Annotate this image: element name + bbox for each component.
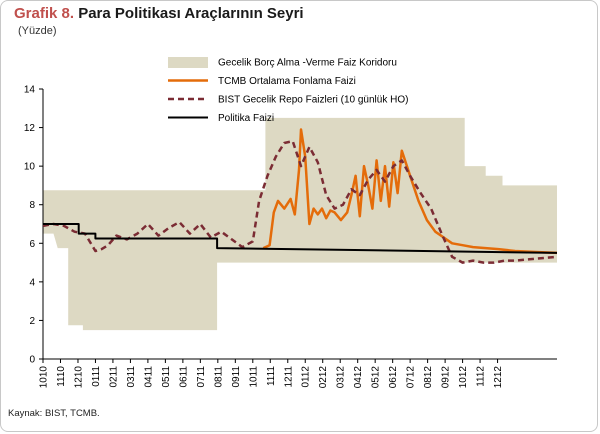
y-tick-label: 4 — [29, 277, 35, 288]
x-tick-label: 0311 — [126, 366, 137, 388]
y-tick-label: 6 — [29, 239, 35, 250]
x-tick-label: 1010 — [39, 366, 50, 389]
chart-title-prefix: Grafik 8. — [14, 5, 75, 22]
chart-title-text: Para Politikası Araçlarının Seyri — [78, 5, 304, 22]
x-tick-label: 1012 — [458, 366, 469, 389]
x-tick-label: 0711 — [196, 366, 207, 388]
x-tick-label: 0611 — [178, 366, 189, 388]
x-tick-label: 0511 — [161, 366, 172, 388]
x-tick-label: 0811 — [213, 366, 224, 388]
legend-label: Gecelik Borç Alma -Verme Faiz Koridoru — [218, 58, 397, 69]
x-tick-label: 0912 — [441, 366, 452, 389]
legend-label: TCMB Ortalama Fonlama Faizi — [218, 76, 356, 87]
x-tick-label: 0111 — [91, 366, 102, 387]
x-tick-label: 1210 — [73, 366, 84, 389]
x-tick-label: 0411 — [143, 366, 154, 388]
x-tick-label: 0612 — [388, 366, 399, 389]
x-tick-label: 0911 — [231, 366, 242, 388]
x-tick-label: 0512 — [371, 366, 382, 389]
corridor-band — [43, 117, 557, 331]
source-note: Kaynak: BIST, TCMB. — [8, 408, 100, 419]
chart-title: Grafik 8. Para Politikası Araçlarının Se… — [14, 5, 304, 22]
x-tick-label: 0412 — [353, 366, 364, 389]
x-tick-label: 1211 — [283, 366, 294, 388]
y-tick-label: 14 — [24, 85, 36, 96]
x-tick-label: 0812 — [423, 366, 434, 389]
x-tick-label: 0212 — [318, 366, 329, 389]
y-tick-label: 12 — [24, 123, 36, 134]
x-tick-label: 1212 — [493, 366, 504, 389]
x-tick-label: 1112 — [476, 366, 487, 387]
x-tick-label: 1111 — [266, 366, 277, 386]
funding-rate-line — [262, 128, 558, 255]
chart-subtitle: (Yüzde) — [18, 25, 57, 37]
y-tick-label: 10 — [24, 162, 36, 173]
policy-rate-line — [43, 223, 558, 254]
y-tick-label: 0 — [29, 355, 35, 366]
x-tick-label: 0211 — [108, 366, 119, 388]
legend-swatch-corridor — [168, 57, 208, 68]
legend-label: Politika Faizi — [218, 113, 274, 124]
repo-rate-line — [42, 139, 558, 264]
x-tick-label: 0312 — [336, 366, 347, 389]
legend: Gecelik Borç Alma -Verme Faiz Koridoru TC… — [168, 57, 408, 124]
x-tick-label: 1011 — [248, 366, 259, 388]
x-tick-label: 0112 — [301, 366, 312, 388]
x-tick-label: 1110 — [56, 366, 67, 387]
y-tick-label: 8 — [29, 200, 35, 211]
y-tick-label: 2 — [29, 316, 35, 327]
x-tick-label: 0712 — [406, 366, 417, 389]
legend-label: BIST Gecelik Repo Faizleri (10 günlük HO… — [218, 95, 408, 106]
